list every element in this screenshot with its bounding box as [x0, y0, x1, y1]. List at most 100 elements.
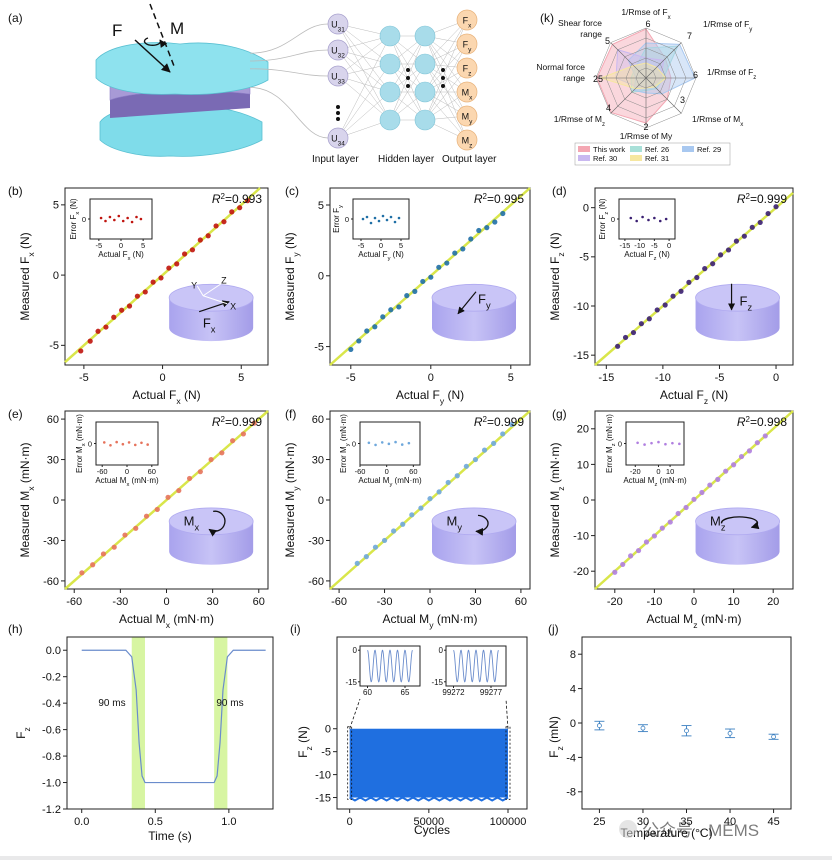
inset-y-tick-label: 0 [88, 440, 92, 449]
radar-spoke [645, 77, 682, 114]
y-tick-label: -5 [314, 341, 324, 353]
x-tick-label: 0 [428, 372, 434, 384]
y-tick-label: -1.0 [42, 777, 61, 789]
panel-label-b: (b) [8, 184, 23, 198]
sensor-cylinder-icon: Fz [695, 283, 780, 342]
output-node-label: Fy [463, 40, 473, 54]
input-node [327, 39, 349, 61]
inset-x-tick-label: 0 [385, 467, 389, 476]
data-point [717, 252, 724, 258]
y-tick-label: 0 [583, 203, 589, 215]
data-point [640, 725, 646, 731]
data-point [500, 431, 506, 437]
legend-entry: This work [593, 145, 625, 154]
panel-label-e: (e) [8, 407, 23, 421]
data-point [119, 307, 125, 313]
data-point [460, 246, 466, 252]
data-point [427, 496, 433, 502]
legend-swatch [578, 155, 590, 161]
ellipsis-dot [406, 76, 410, 80]
inset-point [127, 441, 131, 444]
hidden-node [379, 53, 401, 75]
data-point [205, 233, 211, 239]
y-tick-label: -10 [315, 769, 331, 781]
inset-point [115, 440, 118, 444]
panel-label-c: (c) [285, 184, 299, 198]
output-node [456, 33, 478, 55]
r-squared-label: R2=0.998 [737, 415, 787, 430]
sensor-cylinder-icon: Mz [695, 507, 780, 565]
moment-arrow-icon [475, 514, 489, 536]
temperature-point [594, 720, 605, 731]
hidden-node [379, 109, 401, 131]
radar-axis-value: 4 [606, 103, 611, 113]
data-point [757, 219, 763, 226]
nn-edge [424, 63, 468, 117]
data-point [143, 513, 150, 519]
data-point [749, 224, 755, 230]
data-point [418, 505, 424, 511]
data-point [404, 293, 410, 299]
data-point [87, 338, 93, 344]
inset-point [381, 214, 385, 218]
inset-point [377, 219, 381, 223]
data-point [452, 250, 458, 256]
radar-axis-label: range [580, 29, 602, 39]
data-point [620, 561, 626, 568]
inset-x-title: Actual Fz (N) [624, 250, 670, 262]
data-point [111, 544, 117, 550]
data-point [638, 321, 644, 327]
output-node [456, 105, 478, 127]
data-point [746, 448, 753, 454]
sensor-moment-label: Mz [710, 513, 726, 532]
nn-edge [337, 91, 391, 139]
inset-cycle-zoom: 60 65 0 -15 [345, 645, 421, 697]
axes-frame [64, 187, 269, 366]
inset-point [658, 219, 662, 223]
inset-x-tick-label: -5 [358, 241, 365, 250]
inset-y-title: Error Fz (N) [598, 198, 610, 239]
x-axis-title: Actual Fx (N) [132, 388, 200, 406]
x-tick-label: 100000 [490, 816, 527, 828]
ellipsis-dot [406, 84, 410, 88]
inset-point [146, 443, 149, 446]
data-point [754, 440, 760, 446]
inset-point [373, 216, 377, 220]
inset-point [393, 220, 397, 224]
annotation-fall-time: 90 ms [216, 698, 243, 709]
y-tick-label: 0 [318, 271, 324, 283]
inset-x-tick-label: 99272 [442, 688, 465, 697]
output-node-label: Mx [462, 88, 474, 102]
x-axis-title: Cycles [414, 823, 450, 837]
data-point [381, 537, 388, 544]
inset-point [130, 220, 134, 224]
wechat-icon [619, 820, 637, 838]
y-tick-label: -5 [321, 747, 331, 759]
data-point [771, 734, 776, 740]
x-axis-title: Temperature (°C) [620, 826, 712, 840]
fit-line [64, 410, 269, 590]
y-tick-label: -30 [43, 535, 59, 547]
inset-point [369, 221, 373, 225]
x-tick-label: 45 [767, 816, 779, 828]
data-point [612, 569, 618, 575]
panel-c: (c) -5 0 5 -5 0 5 R2=0.995 Actual Fy (N) Measured… [283, 184, 531, 406]
input-node-label: U34 [331, 134, 345, 148]
y-tick-label: 0 [325, 724, 331, 736]
data-point [733, 238, 740, 244]
data-point [134, 293, 140, 299]
data-point [380, 314, 386, 320]
inset-x-tick-label: -20 [630, 467, 641, 476]
y-axis-title: Measured Fx (N) [18, 232, 36, 320]
data-point [79, 570, 85, 576]
annotation-rise-time: 90 ms [98, 698, 125, 709]
inset-point [643, 443, 646, 446]
x-axis-title: Actual Fy (N) [396, 388, 464, 406]
nn-edge [424, 43, 468, 93]
hidden-node [414, 53, 436, 75]
x-tick-label: -30 [112, 596, 128, 608]
inset-x-tick-label: 0 [667, 241, 671, 250]
inset-y-tick-label: 0 [439, 646, 444, 655]
inset-y-tick-label: 0 [618, 440, 622, 449]
